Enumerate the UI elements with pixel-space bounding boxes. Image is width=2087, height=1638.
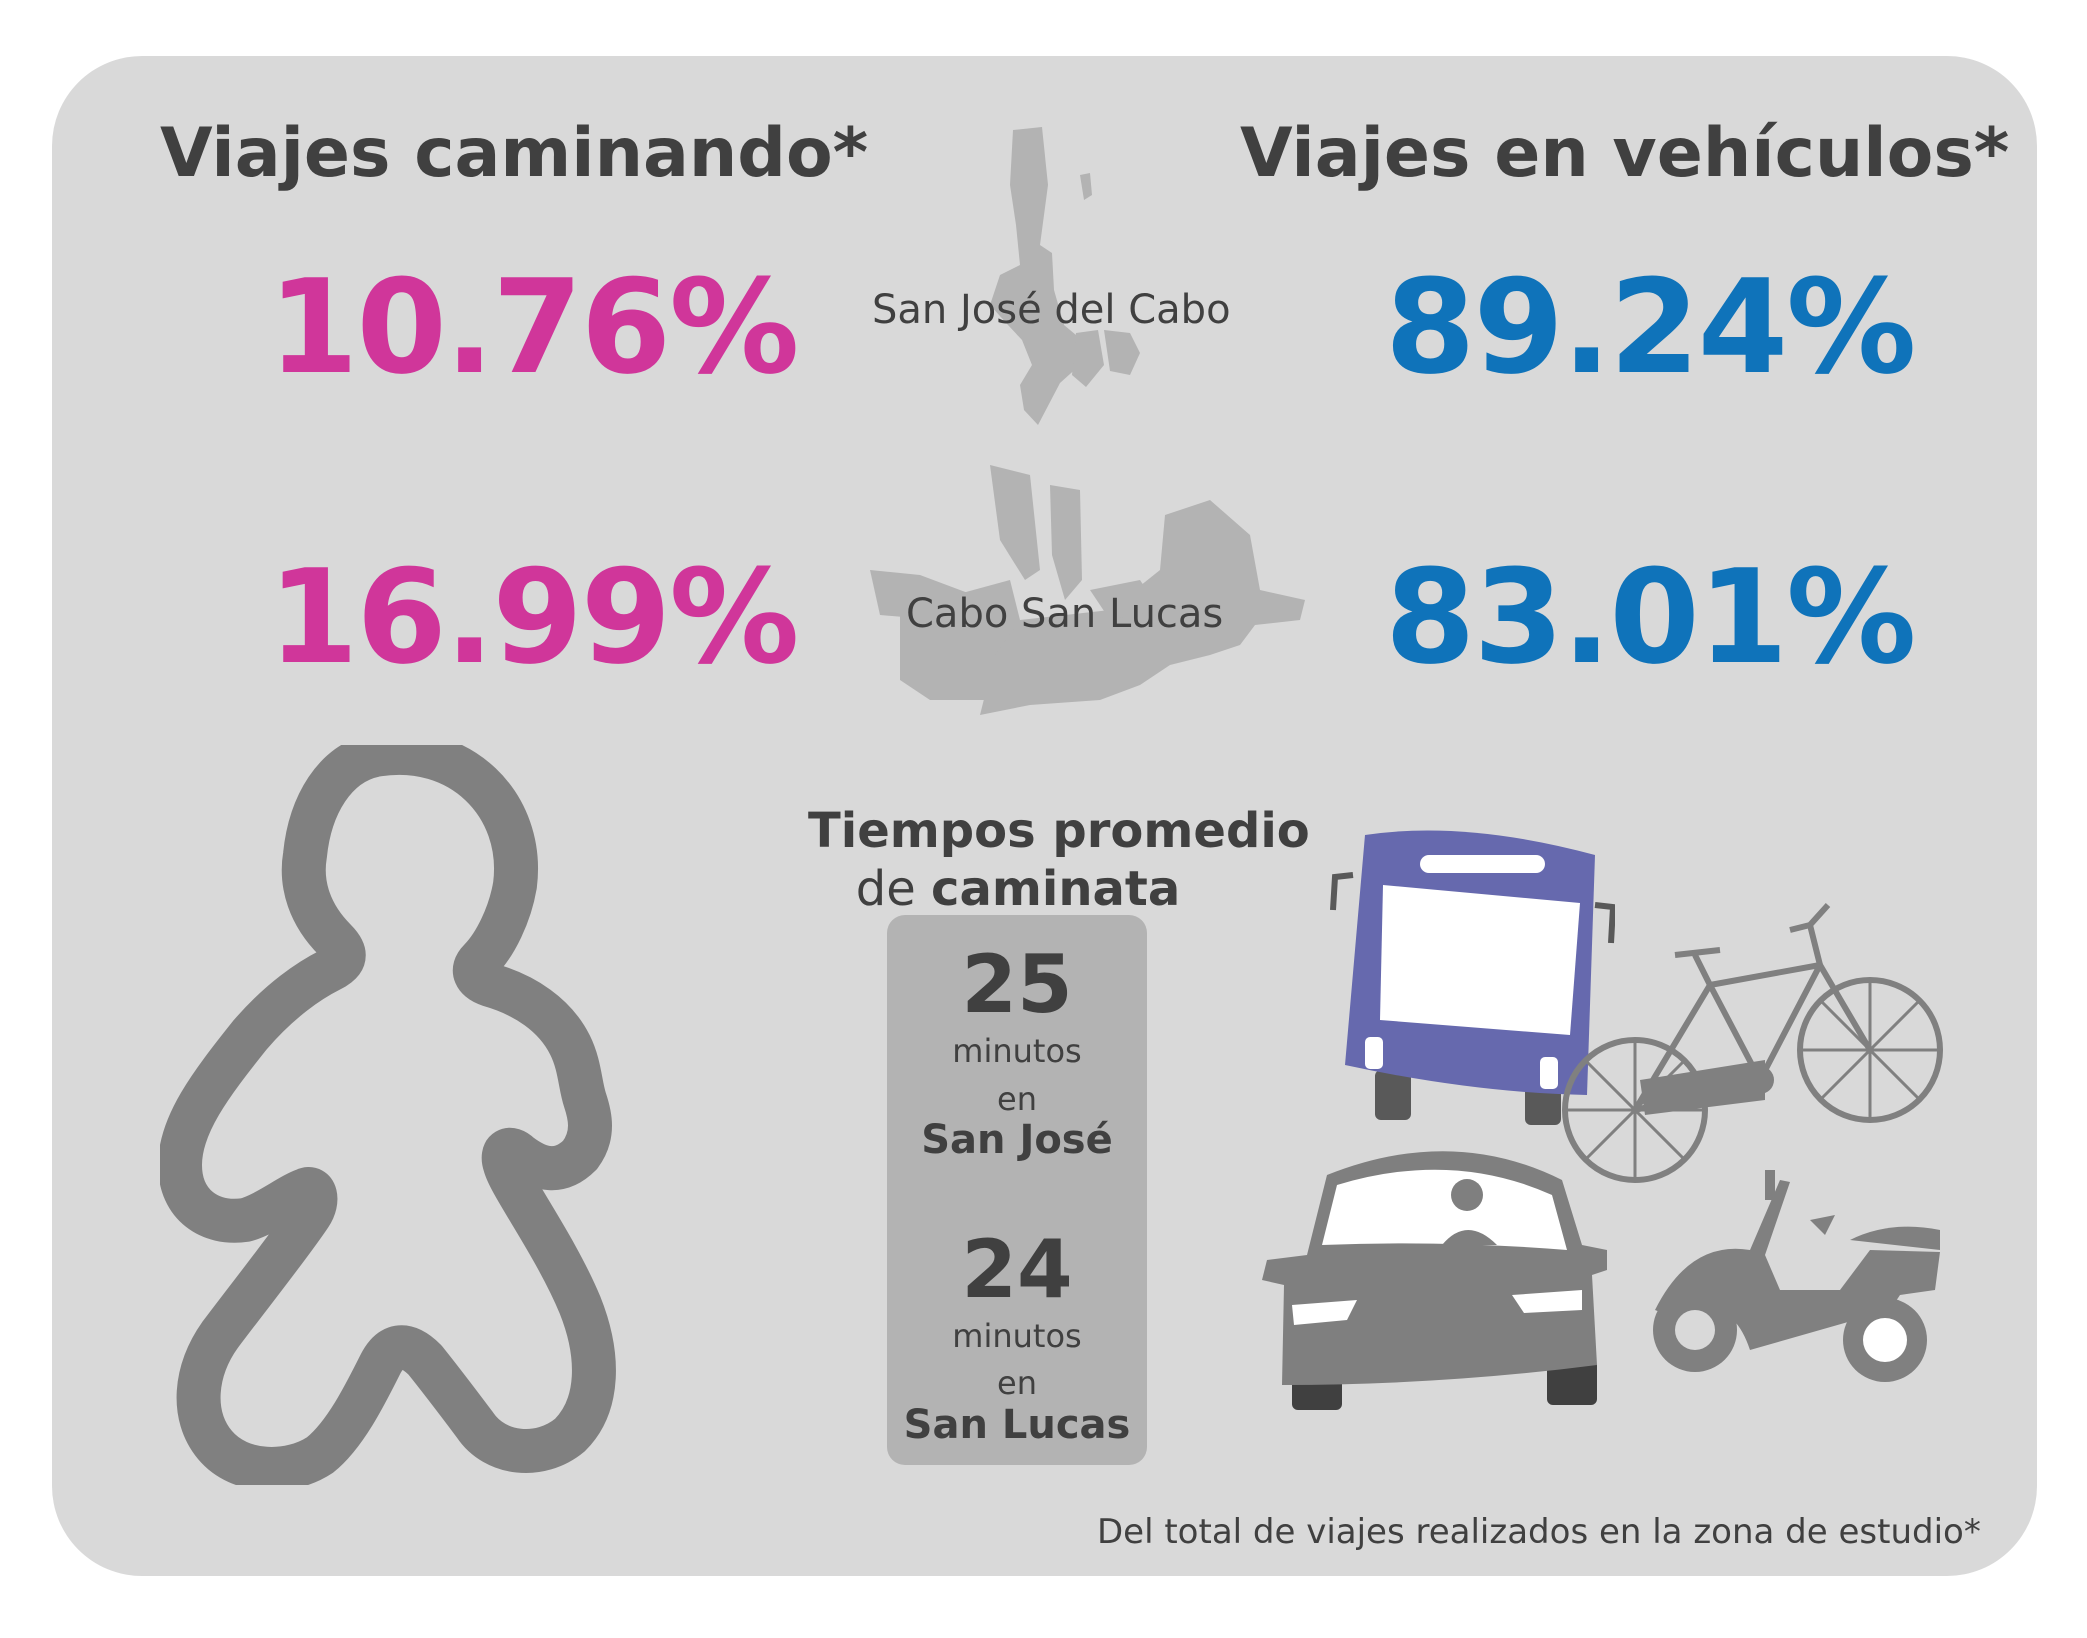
footnote: Del total de viajes realizados en la zon… <box>1097 1512 1981 1552</box>
walk-times-title-line2: de caminata <box>855 861 1181 917</box>
vehicles-title: Viajes en vehículos* <box>1240 114 2010 193</box>
walking-pct-san-lucas: 16.99% <box>268 541 799 693</box>
walk-time-san-lucas-minutes: 24 <box>961 1223 1073 1316</box>
san-lucas-map-icon <box>870 465 1305 715</box>
walk-time-san-jose-minutes: 25 <box>961 938 1073 1031</box>
walk-time-san-lucas-prep: en <box>997 1364 1037 1402</box>
walk-time-san-jose-place: San José <box>921 1117 1113 1163</box>
walk-time-san-jose-unit: minutos <box>952 1032 1082 1070</box>
walk-times-title: Tiempos promedio de caminata <box>808 802 1310 918</box>
walk-times-box: 25 minutos en San José 24 minutos en San… <box>887 915 1147 1465</box>
walking-title: Viajes caminando* <box>160 114 869 193</box>
city-label-san-jose: San José del Cabo <box>872 287 1231 333</box>
walk-time-san-jose-prep: en <box>997 1080 1037 1118</box>
scooter-icon <box>1653 1170 1940 1382</box>
bicycle-icon <box>1562 902 1943 1183</box>
walking-pct-san-jose: 10.76% <box>268 251 799 403</box>
walk-time-san-lucas-place: San Lucas <box>903 1402 1131 1448</box>
city-label-san-lucas: Cabo San Lucas <box>906 591 1224 637</box>
bus-icon <box>1330 830 1615 1125</box>
walk-times-title-line1: Tiempos promedio <box>808 803 1310 859</box>
vehicles-pct-san-lucas: 83.01% <box>1385 541 1916 693</box>
car-icon <box>1262 1151 1607 1410</box>
san-jose-map-icon <box>990 127 1140 425</box>
pedestrian-icon <box>160 745 616 1485</box>
walk-time-san-lucas-unit: minutos <box>952 1317 1082 1355</box>
vehicles-pct-san-jose: 89.24% <box>1385 251 1916 403</box>
